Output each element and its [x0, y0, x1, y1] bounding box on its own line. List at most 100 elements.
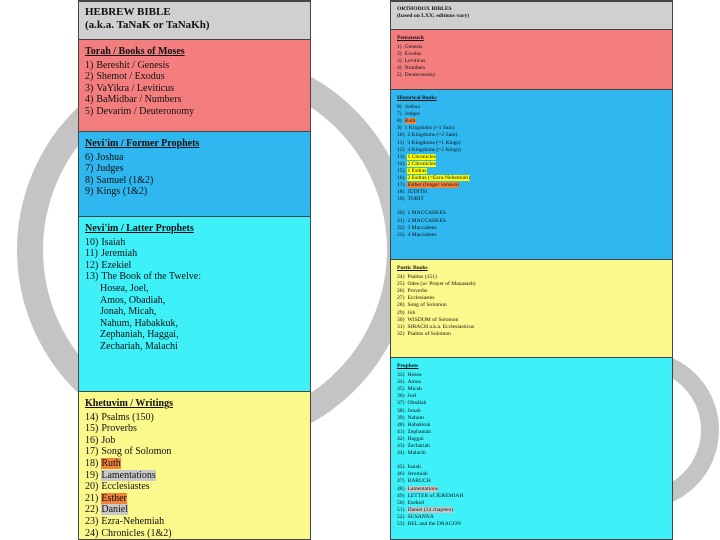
- section-heading: Poetic Books: [397, 265, 428, 271]
- book-item: 9) 1 Kingdoms (=1 Sam): [397, 125, 666, 132]
- orthodox-bibles-column: ORTHODOX BIBLES (based on LXX; editions v…: [390, 0, 673, 540]
- book-item: 17) Song of Solomon: [85, 446, 304, 458]
- book-number: 11): [397, 139, 405, 146]
- book-name: Deuteronomy: [404, 72, 436, 79]
- book-group: 20) 1 MACCABEES 21) 2 MACCABEES 22) 3 Maccabe…: [397, 210, 666, 238]
- book-number: 47): [397, 478, 405, 485]
- book-name: Ezekiel: [101, 259, 132, 271]
- book-name: Haggai: [407, 435, 424, 442]
- book-item: 41) Zephaniah: [397, 429, 666, 436]
- book-name: 2 Chronicles: [407, 160, 436, 167]
- book-number: 3): [85, 82, 94, 94]
- book-number: 8): [397, 118, 402, 125]
- book-number: 12): [85, 259, 99, 271]
- book-number: 19): [85, 469, 99, 481]
- book-name: Psalms of Solomon: [407, 330, 451, 337]
- book-item: 28) Song of Solomon: [397, 302, 666, 309]
- book-name: SUSANNA: [407, 513, 434, 520]
- section-heading: Nevi'im / Former Prophets: [85, 138, 200, 149]
- book-item: 19) Lamentations: [85, 469, 304, 482]
- book-number: 27): [397, 295, 405, 302]
- column-subtitle: (a.k.a. TaNaK or TaNaKh): [85, 19, 210, 31]
- book-number: 18): [85, 457, 99, 469]
- book-item: 20) 1 MACCABEES: [397, 210, 666, 217]
- book-name: WISDOM of Solomon: [407, 316, 459, 323]
- book-name: Ezekiel: [407, 499, 425, 506]
- book-name: 2 Kingdoms (=2 Sam): [407, 132, 458, 139]
- book-number: 18): [397, 189, 405, 196]
- book-number: 26): [397, 288, 405, 295]
- book-item: 4) Numbers: [397, 65, 666, 72]
- book-number: 16): [397, 175, 405, 182]
- book-number: 7): [397, 111, 402, 118]
- book-number: 42): [397, 435, 405, 442]
- book-name: 1 Esdras: [407, 167, 427, 174]
- book-name: 2 MACCABEES: [407, 217, 446, 224]
- book-number: 46): [397, 471, 405, 478]
- section: Torah / Books of Moses 1) Bereshit / Genes…: [79, 39, 310, 131]
- book-name: Job: [101, 434, 116, 446]
- book-name: Lamentations: [101, 469, 156, 481]
- book-number: 21): [397, 217, 405, 224]
- book-name: Esther (longer version): [407, 182, 460, 189]
- book-name: 1 Chronicles: [407, 153, 436, 160]
- book-item: 24) Chronicles (1&2): [85, 528, 304, 539]
- book-name: 3 Kingdoms (=1 Kings): [407, 139, 461, 146]
- sub-book: Amos, Obadiah,: [100, 294, 166, 306]
- book-item: 9) Kings (1&2): [85, 186, 304, 198]
- book-item: 50) Ezekiel: [397, 500, 666, 507]
- book-number: 32): [397, 330, 405, 337]
- book-name: 2 Esdras (=Ezra-Nehemiah): [407, 175, 470, 182]
- hebrew-bible-column: HEBREW BIBLE (a.k.a. TaNaK or TaNaKh) Tora…: [78, 0, 311, 540]
- book-item: 53) BEL and the DRAGON: [397, 521, 666, 528]
- book-name: Ruth: [404, 118, 416, 125]
- book-group: 45) Isaiah 46) Jeremiah 47) BARUCH 48) Lamentat…: [397, 464, 666, 528]
- book-number: 45): [397, 464, 405, 471]
- book-number: 33): [397, 372, 405, 379]
- book-name: Psalms (150): [101, 411, 154, 423]
- book-item: 10) Isaiah: [85, 237, 304, 249]
- book-item: 12) Ezekiel: [85, 260, 304, 272]
- book-number: 39): [397, 414, 405, 421]
- book-item: 5) Deuteronomy: [397, 72, 666, 79]
- book-item: 8) Samuel (1&2): [85, 175, 304, 187]
- book-name: Daniel: [101, 504, 128, 516]
- book-item: 13) 1 Chronicles: [397, 153, 666, 161]
- book-group: 6) Joshua 7) Judges 8) Ruth 9) 1 Kingdoms (=1 S…: [397, 104, 666, 203]
- book-name: Zechariah: [407, 443, 430, 450]
- book-name: Numbers: [404, 65, 426, 72]
- book-name: Jeremiah: [407, 471, 428, 478]
- book-name: Obadiah: [407, 400, 427, 407]
- book-number: 31): [397, 323, 405, 330]
- book-name: SIRACH a.k.a. Ecclesiasticus: [407, 323, 475, 330]
- book-item: 4) BaMidbar / Numbers: [85, 94, 304, 106]
- book-name: Isaiah: [101, 236, 126, 248]
- book-number: 23): [397, 231, 405, 238]
- book-number: 24): [85, 527, 99, 539]
- book-item: 45) Isaiah: [397, 464, 666, 471]
- book-item: 20) Ecclesiastes: [85, 481, 304, 493]
- book-name: Ecclesiastes: [101, 481, 150, 493]
- book-number: 38): [397, 407, 405, 414]
- book-number: 19): [397, 196, 405, 203]
- book-name: Bereshit / Genesis: [96, 59, 170, 71]
- section-heading: Torah / Books of Moses: [85, 46, 185, 57]
- book-name: Judges: [404, 111, 420, 118]
- book-number: 48): [397, 485, 405, 492]
- book-number: 9): [85, 186, 94, 198]
- book-name: Esther: [101, 492, 127, 504]
- book-item: 39) Nahum: [397, 415, 666, 422]
- book-name: JUDITH: [407, 189, 428, 196]
- book-number: 6): [397, 104, 402, 111]
- book-name: Ruth: [101, 457, 121, 469]
- book-number: 16): [85, 434, 99, 446]
- book-item: 44) Malachi: [397, 450, 666, 457]
- book-number: 2): [85, 71, 94, 83]
- book-item: 14) Psalms (150): [85, 412, 304, 424]
- book-item: 26) Proverbs: [397, 288, 666, 295]
- book-item: 12) 4 Kingdoms (=2 Kings): [397, 147, 666, 154]
- book-item: 42) Haggai: [397, 436, 666, 443]
- book-item: 25) Odes (w/ Prayer of Manasseh): [397, 281, 666, 288]
- book-number: 3): [397, 58, 402, 65]
